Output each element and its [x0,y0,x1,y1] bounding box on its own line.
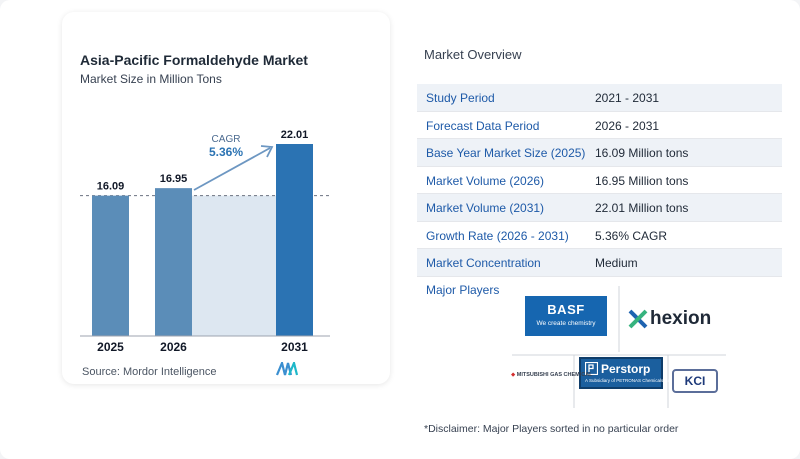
overview-value: 16.09 Million tons [595,146,689,160]
mordor-intelligence-logo [276,362,299,376]
chart-title: Asia-Pacific Formaldehyde Market [80,52,308,68]
overview-title: Market Overview [424,47,522,62]
overview-value: 22.01 Million tons [595,201,689,215]
overview-row: Market Volume (2026) 16.95 Million tons [417,167,782,194]
basf-logo: BASF We create chemistry [525,296,607,336]
overview-value: 2026 - 2031 [595,118,660,133]
kci-logo: KCI [672,369,718,393]
basf-tagline: We create chemistry [536,320,596,327]
overview-row: Base Year Market Size (2025) 16.09 Milli… [417,139,782,167]
overview-label: Growth Rate (2026 - 2031) [426,228,569,243]
overview-row: Market Concentration Medium [417,249,782,277]
kci-name: KCI [684,374,706,388]
hexion-logo: hexion [628,306,720,334]
overview-label: Market Concentration [426,256,541,270]
perstorp-logo: Perstorp A Subsidiary of PETRONAS Chemic… [579,357,677,389]
major-players-label: Major Players [426,283,500,297]
chart-subtitle: Market Size in Million Tons [80,72,222,86]
perstorp-tagline: A Subsidiary of PETRONAS Chemicals Group [585,378,678,383]
basf-name: BASF [547,302,585,317]
overview-label: Study Period [426,91,495,105]
overview-value: 16.95 Million tons [595,173,689,188]
overview-row: Market Volume (2031) 22.01 Million tons [417,194,782,222]
overview-value: 2021 - 2031 [595,91,660,105]
overview-value: Medium [595,256,638,270]
overview-label: Forecast Data Period [426,118,540,133]
overview-row: Study Period 2021 - 2031 [417,84,782,112]
perstorp-mark-icon [585,362,598,375]
mitsubishi-gas-chemical-logo: ◆ MITSUBISHI GAS CHEMICAL [511,372,593,386]
overview-label: Market Volume (2031) [426,201,545,215]
overview-row: Forecast Data Period 2026 - 2031 [417,112,782,139]
hexion-mark-icon [628,309,648,329]
overview-label: Market Volume (2026) [426,173,545,188]
source-text: Source: Mordor Intelligence [82,366,217,378]
overview-label: Base Year Market Size (2025) [426,146,586,160]
overview-value: 5.36% CAGR [595,228,668,243]
mitsubishi-name: MITSUBISHI GAS CHEMICAL [516,372,593,378]
mitsubishi-mark-icon: ◆ [511,372,516,378]
overview-table: Study Period 2021 - 2031 Forecast Data P… [417,84,782,277]
hexion-name: hexion [650,308,712,329]
disclaimer: *Disclaimer: Major Players sorted in no … [424,423,679,435]
perstorp-name: Perstorp [601,362,651,376]
overview-row: Growth Rate (2026 - 2031) 5.36% CAGR [417,222,782,249]
